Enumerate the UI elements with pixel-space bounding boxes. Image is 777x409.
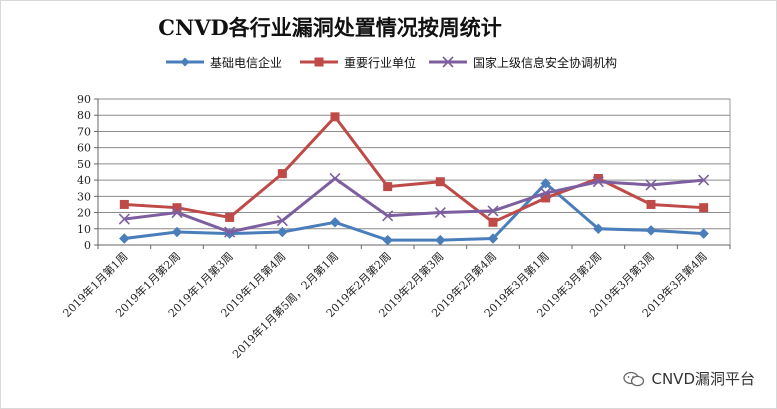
point-1-9 bbox=[593, 173, 603, 183]
point-1-4 bbox=[330, 112, 340, 122]
point-0-4 bbox=[329, 217, 341, 228]
y-tick-label-9: 90 bbox=[77, 93, 91, 106]
point-2-0 bbox=[118, 213, 130, 225]
point-0-9 bbox=[593, 223, 604, 234]
y-tick-label-2: 20 bbox=[77, 207, 91, 220]
y-tick-label-5: 50 bbox=[77, 158, 91, 171]
point-1-10 bbox=[646, 199, 656, 209]
point-0-1 bbox=[171, 226, 183, 238]
y-tick-label-1: 10 bbox=[77, 223, 91, 236]
legend-item-1: 重要行业单位 bbox=[300, 52, 416, 72]
legend-swatch-1 bbox=[300, 57, 338, 67]
point-2-11 bbox=[698, 174, 710, 186]
point-2-1 bbox=[171, 206, 183, 219]
y-tick-label-8: 80 bbox=[77, 109, 91, 122]
series-line-1 bbox=[124, 115, 704, 224]
point-0-0 bbox=[119, 233, 130, 244]
point-2-2 bbox=[224, 226, 236, 238]
legend-item-2: 国家上级信息安全协调机构 bbox=[429, 52, 617, 72]
point-2-5 bbox=[382, 210, 394, 222]
point-0-6 bbox=[435, 234, 446, 246]
plot-area bbox=[97, 98, 731, 246]
point-2-7 bbox=[487, 205, 499, 217]
point-1-11 bbox=[699, 203, 709, 213]
y-tick-label-7: 70 bbox=[77, 125, 91, 138]
legend: 基础电信企业 重要行业单位 国家上级信息安全协调机构 bbox=[0, 52, 777, 74]
series-line-0 bbox=[124, 181, 704, 242]
point-1-3 bbox=[277, 169, 287, 179]
point-2-9 bbox=[592, 176, 604, 188]
point-0-3 bbox=[277, 226, 288, 238]
watermark-text: CNVD漏洞平台 bbox=[651, 370, 755, 388]
y-tick-label-3: 30 bbox=[77, 190, 91, 203]
series-line-2 bbox=[124, 176, 704, 234]
point-0-11 bbox=[698, 228, 709, 239]
point-2-10 bbox=[645, 179, 657, 191]
point-1-6 bbox=[435, 177, 445, 187]
y-tick-label-4: 40 bbox=[77, 174, 91, 187]
point-1-5 bbox=[383, 182, 393, 192]
point-1-8 bbox=[541, 193, 551, 203]
point-2-6 bbox=[434, 206, 446, 219]
wechat-icon bbox=[623, 371, 645, 386]
watermark: CNVD漏洞平台 bbox=[623, 368, 755, 389]
legend-swatch-0 bbox=[166, 57, 204, 67]
point-1-1 bbox=[172, 203, 182, 213]
y-tick-label-6: 60 bbox=[77, 142, 91, 155]
point-1-0 bbox=[119, 199, 129, 209]
legend-label-2: 国家上级信息安全协调机构 bbox=[473, 55, 618, 70]
point-2-3 bbox=[276, 215, 288, 227]
point-1-7 bbox=[488, 217, 498, 227]
point-0-10 bbox=[645, 225, 657, 236]
point-1-2 bbox=[225, 212, 235, 222]
legend-item-0: 基础电信企业 bbox=[166, 52, 282, 72]
point-0-5 bbox=[382, 234, 393, 246]
point-0-7 bbox=[487, 233, 499, 244]
point-0-8 bbox=[540, 178, 551, 189]
point-2-8 bbox=[540, 187, 552, 199]
chart-title: CNVD各行业漏洞处置情况按周统计 bbox=[158, 15, 502, 40]
legend-swatch-2 bbox=[429, 56, 467, 68]
x-tick-label-4: 2019年1月第5周，2月第1周 bbox=[229, 249, 341, 361]
point-2-4 bbox=[329, 172, 341, 185]
legend-label-1: 重要行业单位 bbox=[344, 55, 417, 70]
legend-label-0: 基础电信企业 bbox=[210, 55, 283, 70]
y-tick-label-0: 0 bbox=[84, 239, 91, 252]
